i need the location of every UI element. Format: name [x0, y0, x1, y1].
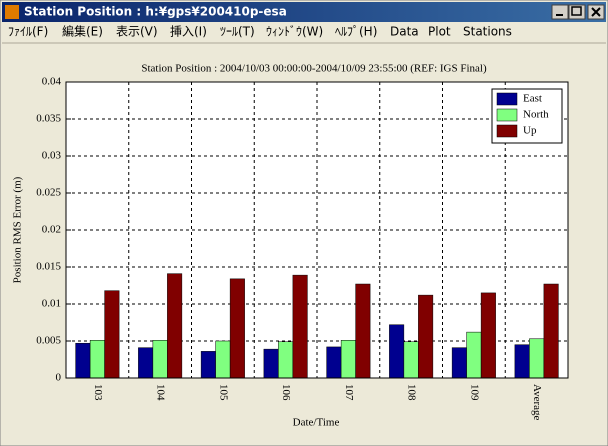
bar — [89, 340, 105, 379]
y-tick-label: 0.04 — [42, 76, 62, 88]
bar — [152, 340, 168, 379]
y-tick-label: 0.03 — [42, 150, 62, 162]
y-tick-label: 0.005 — [36, 335, 61, 347]
bar — [200, 351, 216, 379]
menu-bar: ﾌｧｲﾙ(F) 編集(E) 表示(V) 挿入(I) ﾂｰﾙ(T) ｳｨﾝﾄﾞｳ(W) ﾍﾙﾌ… — [8, 24, 512, 39]
menu-item[interactable]: Stations — [463, 25, 512, 39]
y-tick-label: 0.015 — [36, 261, 61, 273]
bar — [229, 278, 245, 379]
bar — [403, 341, 419, 379]
legend-label: Up — [523, 125, 537, 137]
bar — [418, 294, 434, 379]
menu-item[interactable]: 表示(V) — [116, 25, 158, 39]
legend-label: North — [523, 109, 549, 121]
menu-item[interactable]: Data — [390, 25, 419, 39]
close-button[interactable] — [587, 4, 605, 20]
maximize-button[interactable] — [568, 4, 586, 20]
bar — [466, 331, 482, 379]
x-tick-label: 104 — [155, 384, 167, 401]
bar — [263, 348, 279, 379]
bar — [529, 338, 545, 379]
bar — [355, 283, 371, 379]
legend-swatch — [496, 124, 518, 138]
minimize-button[interactable] — [551, 4, 569, 20]
legend-swatch — [496, 92, 518, 106]
y-axis-label: Position RMS Error (m) — [12, 176, 24, 283]
x-tick-label: 103 — [92, 384, 104, 401]
menu-item[interactable]: Plot — [428, 25, 451, 39]
bar — [514, 344, 530, 379]
plot-frame — [65, 81, 569, 379]
x-tick-label: 108 — [406, 384, 418, 401]
window-title: Station Position : h:¥gps¥200410p-esa — [24, 5, 287, 19]
menu-item[interactable]: ﾂｰﾙ(T) — [220, 25, 255, 39]
bar — [75, 342, 91, 379]
menu-item[interactable]: 挿入(I) — [170, 25, 207, 39]
title-bar — [2, 2, 606, 22]
bar — [278, 341, 294, 379]
bar — [104, 290, 120, 379]
menu-item[interactable]: ｳｨﾝﾄﾞｳ(W) — [266, 25, 323, 39]
app-icon — [5, 5, 19, 19]
bar — [138, 347, 154, 379]
y-tick-label: 0 — [56, 372, 62, 384]
y-tick-label: 0.01 — [42, 298, 61, 310]
x-tick-label: Average — [531, 384, 543, 421]
y-tick-label: 0.035 — [36, 113, 61, 125]
x-tick-label: 107 — [343, 384, 355, 401]
x-axis-label: Date/Time — [293, 417, 340, 429]
x-tick-label: 109 — [468, 384, 480, 401]
bar — [543, 283, 559, 379]
plot: 0 0.005 0.01 0.015 0.02 0.025 0.03 0.035 0.04 103… — [36, 76, 569, 421]
bar — [480, 292, 496, 379]
y-tick-label: 0.025 — [36, 187, 61, 199]
bar — [215, 340, 231, 379]
legend-swatch — [496, 108, 518, 122]
menu-item[interactable]: 編集(E) — [62, 24, 103, 39]
x-tick-label: 106 — [280, 384, 292, 401]
bar — [451, 347, 467, 379]
legend-label: East — [523, 93, 542, 105]
chart-title: Station Position : 2004/10/03 00:00:00-2… — [141, 63, 487, 75]
bar — [167, 273, 183, 379]
menu-item[interactable]: ﾍﾙﾌﾟ(H) — [335, 25, 377, 39]
menu-item[interactable]: ﾌｧｲﾙ(F) — [8, 25, 48, 39]
x-tick-label: 105 — [217, 384, 229, 401]
bar — [389, 324, 405, 379]
y-tick-label: 0.02 — [42, 224, 61, 236]
bar — [340, 340, 356, 379]
bar — [292, 274, 308, 379]
bar — [326, 346, 342, 379]
